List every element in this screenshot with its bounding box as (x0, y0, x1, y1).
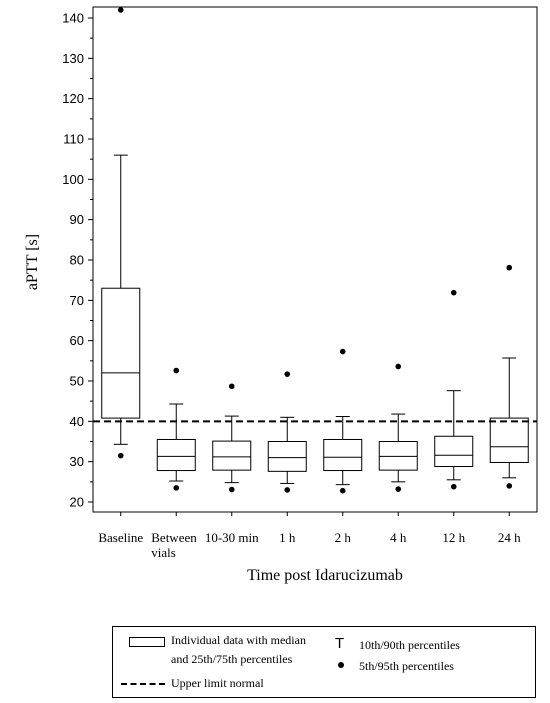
y-tick-label: 90 (70, 212, 84, 227)
x-category-label: Between vials (151, 530, 197, 560)
y-tick-label: 110 (63, 132, 84, 147)
p5-point (117, 452, 124, 459)
x-category-label: 4 h (390, 530, 407, 545)
box-5 (378, 363, 418, 492)
legend-whisker-symbol: T (335, 635, 345, 652)
x-category-label: 1 h (279, 530, 296, 545)
p95-point (228, 383, 235, 390)
y-tick-label: 50 (70, 374, 84, 389)
legend-dash-swatch (121, 683, 165, 685)
y-tick-label: 70 (70, 293, 84, 308)
p5-point (506, 483, 513, 489)
p5-point (395, 486, 402, 492)
p95-point (395, 363, 402, 370)
y-tick-label: 40 (70, 414, 84, 429)
p5-point (228, 486, 235, 493)
box-1 (156, 367, 196, 491)
box-6 (434, 289, 474, 490)
p5-point (450, 483, 457, 490)
p5-point (284, 487, 291, 493)
legend-whisker-label: 10th/90th percentiles (359, 638, 460, 652)
iqr-box (323, 438, 363, 472)
y-tick-label: 130 (62, 51, 84, 66)
x-axis-category-labels: Baseline Between vials 10-30 min 1 h 2 h 4 h 12… (98, 512, 521, 560)
box-4 (323, 348, 363, 494)
y-tick-label: 140 (62, 11, 84, 26)
p5-point (339, 487, 346, 494)
box-0 (101, 7, 141, 459)
p5-point (173, 485, 180, 491)
p95-point (339, 348, 346, 355)
y-axis-title: aPTT [s] (24, 234, 41, 290)
iqr-box (156, 438, 196, 472)
y-tick-label: 80 (70, 253, 84, 268)
p95-point (284, 371, 291, 377)
legend-box-swatch (129, 637, 165, 647)
y-tick-label: 60 (70, 333, 84, 348)
iqr-box (212, 440, 252, 471)
x-category-label: Baseline (98, 530, 143, 545)
legend-dash-label: Upper limit normal (171, 676, 264, 690)
box-3 (267, 371, 307, 493)
iqr-box (378, 441, 418, 471)
iqr-box (267, 441, 307, 472)
legend-dot-label: 5th/95th percentiles (359, 659, 454, 673)
iqr-box (101, 287, 141, 419)
p95-point (450, 289, 457, 296)
legend-dot-swatch (338, 662, 344, 668)
p95-point (173, 367, 180, 374)
legend-box-label-line2: and 25th/75th percentiles (171, 652, 293, 666)
box-2 (212, 383, 252, 493)
y-tick-label: 20 (70, 495, 84, 510)
y-axis-ticks: 20 30 40 50 60 70 80 90 100 110 120 130 140 (62, 11, 93, 510)
legend: Individual data with median and 25th/75t… (112, 626, 536, 698)
box-series (101, 7, 529, 494)
y-tick-label: 30 (70, 454, 84, 469)
iqr-box (489, 417, 529, 463)
x-category-label: 2 h (335, 530, 352, 545)
x-axis-title: Time post Idarucizumab (247, 567, 403, 584)
y-tick-label: 120 (62, 91, 84, 106)
p95-point (117, 7, 124, 13)
x-category-label: 12 h (442, 530, 465, 545)
box-plot-chart: 20 30 40 50 60 70 80 90 100 110 120 130 140 Baseline… (24, 6, 538, 584)
x-category-label: 10-30 min (205, 530, 259, 545)
p95-point (506, 264, 513, 271)
x-category-label: 24 h (498, 530, 521, 545)
iqr-box (434, 435, 474, 468)
legend-box-label-line1: Individual data with median (171, 633, 306, 647)
box-7 (489, 264, 529, 489)
y-tick-label: 100 (62, 172, 84, 187)
